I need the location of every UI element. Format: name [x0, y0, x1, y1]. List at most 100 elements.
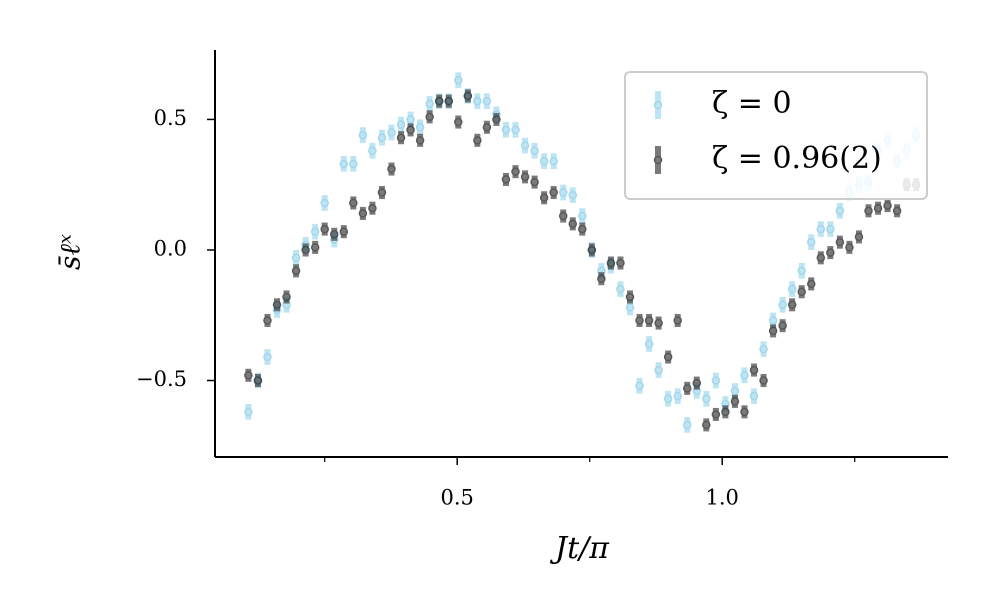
- point: [682, 420, 692, 430]
- point: [434, 96, 444, 106]
- point: [473, 96, 482, 106]
- point: [368, 203, 377, 213]
- series: [244, 89, 921, 432]
- point: [330, 230, 339, 239]
- x-tick-label: 1.0: [706, 486, 739, 510]
- point: [807, 279, 816, 289]
- legend-label: ζ = 0.96(2): [712, 141, 882, 176]
- point: [253, 376, 263, 385]
- point: [377, 133, 387, 142]
- y-tick-label: 0.5: [154, 106, 187, 130]
- point: [873, 203, 883, 213]
- point: [606, 258, 616, 268]
- point: [406, 115, 415, 124]
- point: [454, 117, 463, 127]
- point: [387, 128, 396, 137]
- point: [244, 407, 253, 417]
- point: [482, 96, 492, 106]
- x-tick-label: 0.5: [441, 486, 474, 510]
- point: [482, 123, 492, 132]
- legend-point: [653, 100, 663, 110]
- point: [692, 378, 702, 388]
- point: [730, 386, 740, 396]
- point: [320, 224, 329, 234]
- point: [520, 141, 530, 150]
- point: [358, 209, 368, 218]
- point: [883, 201, 892, 210]
- point: [492, 115, 501, 124]
- point: [415, 123, 425, 132]
- point: [282, 292, 291, 302]
- point: [740, 407, 749, 417]
- point: [711, 410, 721, 419]
- point: [520, 172, 530, 182]
- point: [244, 371, 253, 380]
- point: [511, 125, 520, 135]
- legend-marker: [653, 91, 663, 119]
- point: [415, 136, 425, 145]
- point: [568, 190, 578, 200]
- point: [587, 245, 597, 255]
- point: [578, 224, 587, 234]
- point: [396, 120, 406, 129]
- point: [549, 188, 558, 197]
- point: [730, 397, 740, 406]
- point: [339, 227, 349, 236]
- point: [539, 193, 549, 203]
- point: [721, 407, 730, 417]
- point: [368, 146, 377, 156]
- point: [578, 211, 587, 221]
- point: [377, 188, 387, 197]
- point: [749, 391, 759, 401]
- point: [501, 125, 511, 135]
- y-tick-label: −0.5: [136, 367, 187, 391]
- point: [539, 156, 549, 166]
- point: [835, 237, 845, 247]
- point: [787, 300, 797, 310]
- point: [530, 146, 539, 156]
- point: [616, 284, 625, 294]
- point: [673, 391, 682, 401]
- point: [616, 258, 625, 268]
- point: [349, 159, 358, 169]
- point: [310, 227, 320, 236]
- point: [826, 224, 835, 234]
- point: [454, 76, 463, 85]
- point: [635, 316, 644, 325]
- point: [644, 316, 654, 325]
- point: [778, 321, 787, 330]
- point: [835, 206, 845, 216]
- point: [549, 156, 558, 166]
- point: [673, 316, 682, 325]
- point: [358, 130, 368, 140]
- point: [387, 164, 396, 174]
- point: [463, 91, 473, 101]
- point: [625, 292, 635, 302]
- point: [768, 326, 778, 336]
- legend-point: [653, 155, 663, 165]
- point: [425, 112, 434, 122]
- y-tick-label: 0.0: [154, 236, 187, 260]
- point: [845, 243, 854, 252]
- point: [530, 177, 539, 187]
- point: [568, 219, 578, 229]
- point: [787, 284, 797, 294]
- point: [396, 133, 406, 142]
- point: [291, 266, 301, 276]
- point: [310, 243, 320, 252]
- point: [425, 99, 434, 109]
- point: [864, 206, 873, 216]
- point: [740, 371, 749, 380]
- point: [892, 206, 902, 216]
- point: [663, 394, 673, 404]
- point: [558, 211, 568, 221]
- x-axis-label: Jt/π: [549, 531, 610, 566]
- point: [263, 352, 272, 362]
- point: [272, 300, 282, 310]
- point: [635, 381, 644, 390]
- point: [778, 300, 787, 310]
- legend-box: [624, 71, 928, 200]
- point: [644, 339, 654, 349]
- point: [702, 420, 711, 430]
- point: [291, 253, 301, 263]
